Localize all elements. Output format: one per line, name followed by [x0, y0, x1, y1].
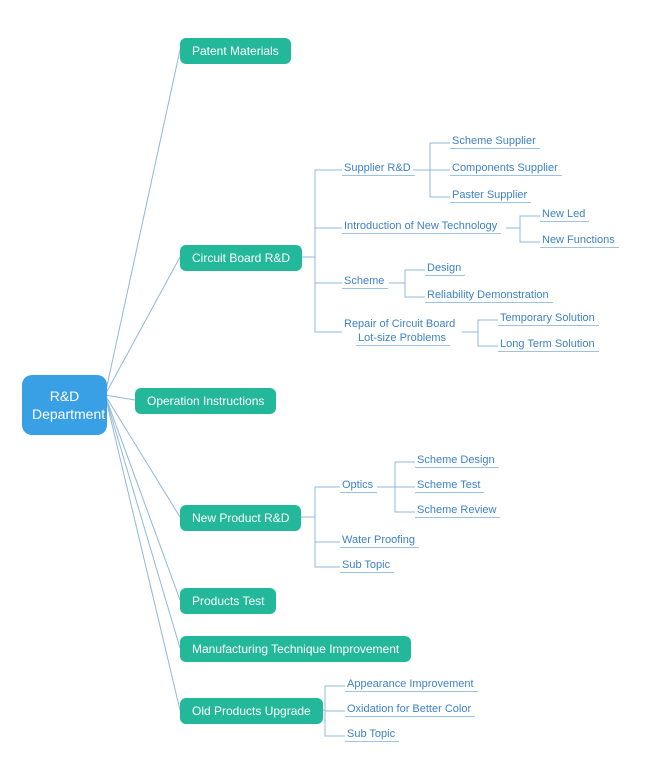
leaf-reliability[interactable]: Reliability Demonstration — [425, 289, 553, 303]
leaf-repair-line1[interactable]: Repair of Circuit Board — [342, 318, 459, 331]
leaf-paster-supplier[interactable]: Paster Supplier — [450, 189, 531, 203]
leaf-components-supplier[interactable]: Components Supplier — [450, 162, 562, 176]
leaf-scheme-supplier[interactable]: Scheme Supplier — [450, 135, 540, 149]
leaf-scheme-design[interactable]: Scheme Design — [415, 454, 499, 468]
branch-old-products-upgrade[interactable]: Old Products Upgrade — [180, 698, 323, 724]
branch-manufacturing-technique[interactable]: Manufacturing Technique Improvement — [180, 636, 411, 662]
branch-patent-materials[interactable]: Patent Materials — [180, 38, 291, 64]
leaf-oldprod-subtopic[interactable]: Sub Topic — [345, 728, 399, 742]
leaf-oxidation[interactable]: Oxidation for Better Color — [345, 703, 475, 717]
leaf-optics[interactable]: Optics — [340, 479, 377, 493]
leaf-temporary-solution[interactable]: Temporary Solution — [498, 312, 599, 326]
leaf-newprod-subtopic[interactable]: Sub Topic — [340, 559, 394, 573]
branch-products-test[interactable]: Products Test — [180, 588, 276, 614]
root-node[interactable]: R&D Department — [22, 375, 107, 435]
leaf-repair-line2[interactable]: Lot-size Problems — [356, 332, 450, 346]
leaf-scheme-review[interactable]: Scheme Review — [415, 504, 500, 518]
root-label-line2: Department — [32, 406, 105, 422]
leaf-appearance-improvement[interactable]: Appearance Improvement — [345, 678, 478, 692]
leaf-scheme-test[interactable]: Scheme Test — [415, 479, 484, 493]
leaf-water-proofing[interactable]: Water Proofing — [340, 534, 419, 548]
leaf-new-technology[interactable]: Introduction of New Technology — [342, 220, 501, 234]
branch-new-product[interactable]: New Product R&D — [180, 505, 301, 531]
root-label-line1: R&D — [50, 388, 80, 404]
branch-circuit-board[interactable]: Circuit Board R&D — [180, 245, 302, 271]
leaf-long-term-solution[interactable]: Long Term Solution — [498, 338, 599, 352]
leaf-design[interactable]: Design — [425, 262, 465, 276]
leaf-supplier-rd[interactable]: Supplier R&D — [342, 162, 415, 176]
leaf-new-functions[interactable]: New Functions — [540, 234, 619, 248]
leaf-scheme[interactable]: Scheme — [342, 275, 388, 289]
leaf-new-led[interactable]: New Led — [540, 208, 589, 222]
branch-operation-instructions[interactable]: Operation Instructions — [135, 388, 276, 414]
